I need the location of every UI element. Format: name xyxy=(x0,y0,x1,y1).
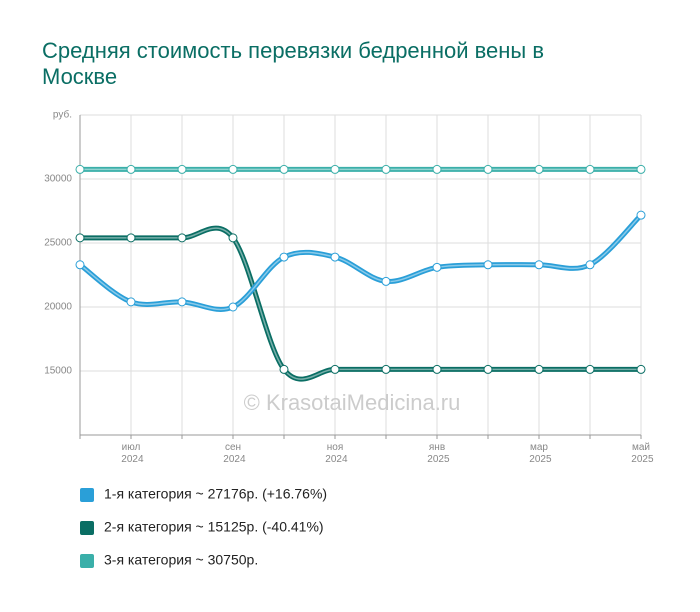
y-tick-label: руб. xyxy=(53,109,72,121)
point xyxy=(432,262,442,272)
y-tick-label: 30000 xyxy=(44,174,72,185)
point xyxy=(75,233,85,243)
legend-swatch xyxy=(80,521,94,535)
point xyxy=(126,164,136,174)
y-tick-label: 20000 xyxy=(44,302,72,313)
point xyxy=(636,164,646,174)
point xyxy=(126,297,136,307)
y-tick-label: 15000 xyxy=(44,366,72,377)
point xyxy=(534,260,544,270)
series-line xyxy=(78,213,643,312)
point xyxy=(432,364,442,374)
x-tick-label: июл 2024 xyxy=(118,442,143,465)
point xyxy=(228,302,238,312)
point xyxy=(483,260,493,270)
point xyxy=(228,233,238,243)
point xyxy=(126,233,136,243)
point xyxy=(534,364,544,374)
chart-title: Средняя стоимость перевязки бедренной ве… xyxy=(42,38,545,89)
x-tick-label: янв 2025 xyxy=(424,442,449,465)
point xyxy=(75,164,85,174)
point xyxy=(177,164,187,174)
point xyxy=(75,260,85,270)
point xyxy=(228,164,238,174)
point xyxy=(177,233,187,243)
point xyxy=(381,364,391,374)
x-tick-label: ноя 2024 xyxy=(322,442,347,465)
point xyxy=(279,164,289,174)
x-tick-label: сен 2024 xyxy=(220,442,245,465)
legend-label: 2-я категория ~ 15125р. (-40.41%) xyxy=(104,519,324,535)
legend-swatch xyxy=(80,554,94,568)
point xyxy=(330,164,340,174)
legend-label: 1-я категория ~ 27176р. (+16.76%) xyxy=(104,486,327,502)
point xyxy=(330,364,340,374)
x-tick-label: мар 2025 xyxy=(526,442,551,465)
point xyxy=(636,364,646,374)
point xyxy=(177,297,187,307)
point xyxy=(585,364,595,374)
point xyxy=(534,164,544,174)
point xyxy=(483,364,493,374)
point xyxy=(483,164,493,174)
watermark: © KrasotaiMedicina.ru xyxy=(244,390,461,415)
legend-label: 3-я категория ~ 30750р. xyxy=(104,552,258,568)
legend-swatch xyxy=(80,488,94,502)
point xyxy=(381,164,391,174)
point xyxy=(381,276,391,286)
x-tick-label: май 2025 xyxy=(628,442,653,465)
point xyxy=(279,252,289,262)
point xyxy=(585,164,595,174)
point xyxy=(585,260,595,270)
point xyxy=(636,210,646,220)
point xyxy=(330,252,340,262)
y-tick-label: 25000 xyxy=(44,238,72,249)
series-line-inner xyxy=(79,214,642,311)
point xyxy=(279,364,289,374)
point xyxy=(432,164,442,174)
